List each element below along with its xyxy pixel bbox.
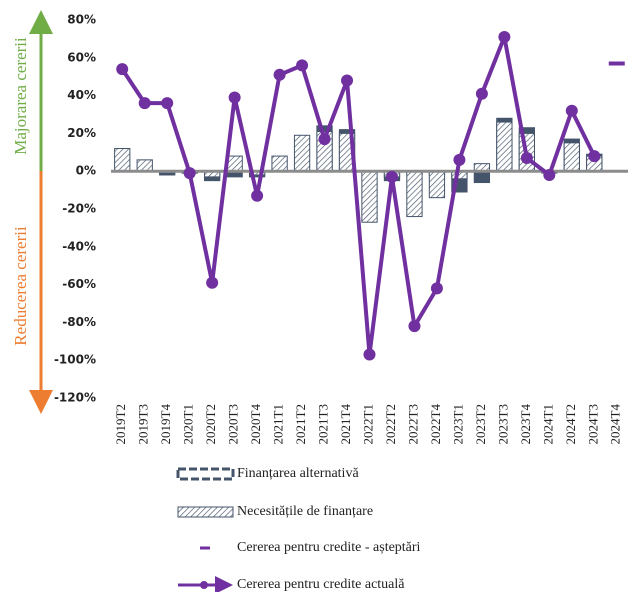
x-tick-label: 2023T4 <box>518 404 533 445</box>
demand-point <box>251 189 264 202</box>
x-tick-label: 2023T3 <box>495 404 510 444</box>
needs-bar <box>428 170 446 199</box>
y-tick-label: 40% <box>67 88 96 102</box>
y-tick-label: 60% <box>67 50 96 64</box>
y-tick-label: -80% <box>62 315 96 329</box>
y-tick-label: 80% <box>67 13 96 27</box>
demand-point <box>408 320 421 333</box>
demand-point <box>543 168 556 181</box>
demand-point <box>138 97 151 110</box>
x-tick-label: 2022T4 <box>428 404 443 445</box>
needs-bar <box>226 155 243 172</box>
x-tick-label: 2024T1 <box>540 404 555 444</box>
demand-point <box>385 170 398 183</box>
demand-point <box>498 31 511 44</box>
demand-point <box>228 91 241 104</box>
needs-bar <box>114 148 131 172</box>
x-tick-label: 2021T3 <box>316 404 331 444</box>
x-tick-label: 2024T3 <box>585 404 600 444</box>
x-tick-label: 2020T4 <box>248 404 263 445</box>
demand-point <box>161 97 174 110</box>
x-tick-label: 2020T3 <box>226 404 241 444</box>
demand-point <box>296 59 309 72</box>
x-tick-label: 2019T4 <box>158 404 173 445</box>
legend-icon <box>177 506 234 518</box>
x-tick-label: 2020T1 <box>181 404 196 444</box>
demand-point <box>273 68 286 81</box>
demand-point <box>453 153 466 166</box>
x-tick-label: 2021T1 <box>271 404 286 444</box>
x-tick-label: 2024T2 <box>563 404 578 444</box>
x-tick-label: 2022T3 <box>405 404 420 444</box>
needs-bar <box>563 142 580 172</box>
demand-point <box>116 63 129 76</box>
x-tick-label: 2022T1 <box>360 404 375 444</box>
demand-point <box>318 133 331 146</box>
legend-label: Necesitățile de finanțare <box>237 504 373 519</box>
needs-bar <box>361 170 378 223</box>
y-tick-label: -120% <box>54 391 96 405</box>
y-tick-label: -40% <box>62 239 96 253</box>
demand-point <box>183 167 196 180</box>
demand-point <box>430 282 443 295</box>
demand-point <box>520 151 533 164</box>
x-tick-label: 2020T2 <box>203 404 218 444</box>
needs-bar <box>136 159 153 172</box>
needs-bar <box>271 155 288 172</box>
down-label: Reducerea cererii <box>11 226 30 346</box>
x-tick-label: 2023T1 <box>450 404 465 444</box>
demand-point <box>341 74 354 87</box>
legend-label: Cererea pentru credite - așteptări <box>237 540 421 555</box>
y-tick-label: -60% <box>62 277 96 291</box>
y-tick-label: -20% <box>62 202 96 216</box>
x-tick-label: 2021T2 <box>293 404 308 444</box>
needs-bar <box>293 134 311 172</box>
x-tick-label: 2022T2 <box>383 404 398 444</box>
demand-point <box>588 150 601 163</box>
legend-icon <box>176 467 235 481</box>
demand-point <box>363 348 376 361</box>
y-tick-label: -100% <box>54 353 96 367</box>
up-label: Majorarea cererii <box>11 37 30 155</box>
alt-bar <box>473 170 491 184</box>
demand-point <box>206 276 219 289</box>
x-tick-label: 2023T2 <box>473 404 488 444</box>
x-tick-label: 2024T4 <box>608 404 623 445</box>
x-tick-label: 2019T2 <box>113 404 128 444</box>
needs-bar <box>496 121 513 172</box>
demand-point <box>475 87 488 100</box>
x-tick-label: 2019T3 <box>136 404 151 444</box>
demand-line <box>120 35 597 357</box>
legend-label: Cererea pentru credite actuală <box>237 577 405 592</box>
legend-label: Finanțarea alternativă <box>237 466 359 481</box>
y-tick-label: 20% <box>67 126 96 140</box>
demand-point <box>565 104 578 117</box>
y-tick-label: 0% <box>76 164 96 178</box>
legend-icon <box>200 581 208 589</box>
x-tick-label: 2021T4 <box>338 404 353 445</box>
needs-bar <box>406 170 423 218</box>
